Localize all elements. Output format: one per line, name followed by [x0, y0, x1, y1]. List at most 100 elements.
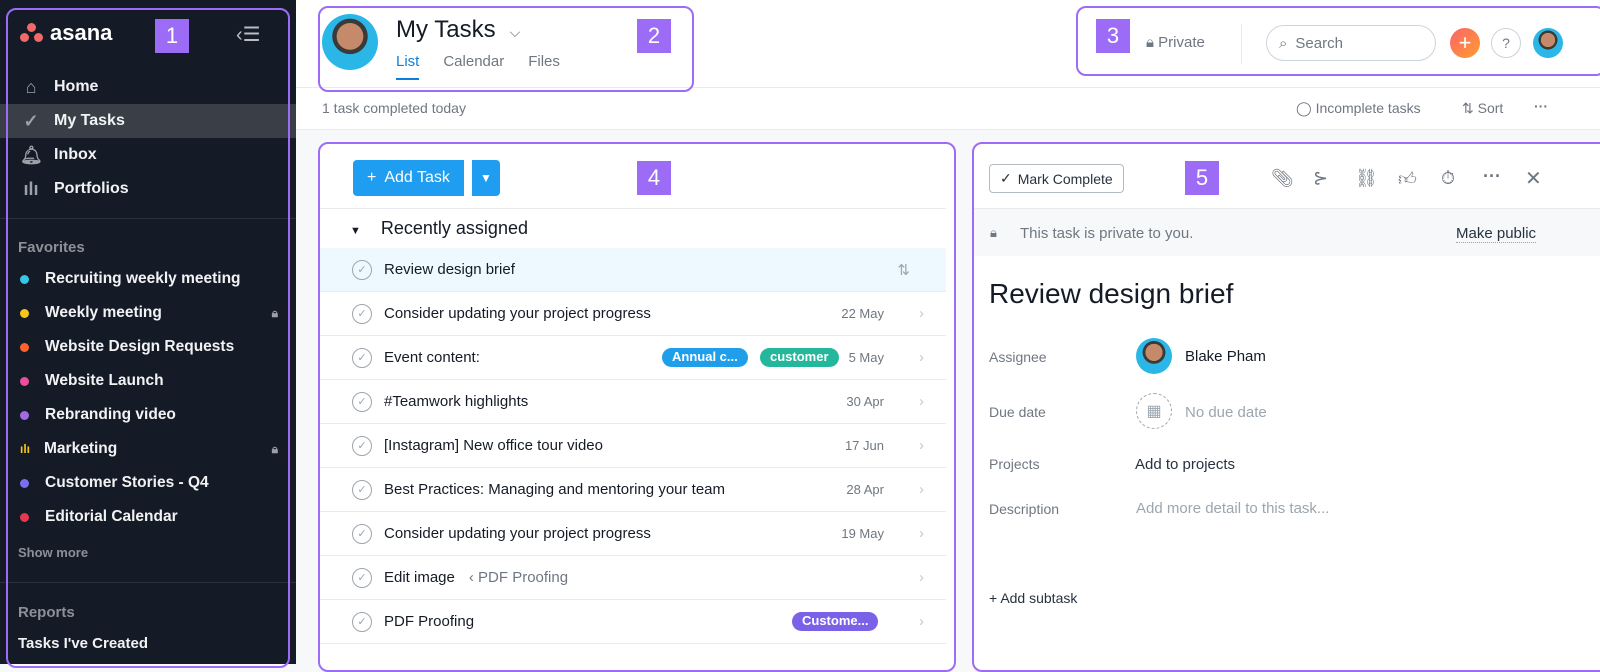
page-title[interactable]: My Tasks ⌵ — [396, 16, 520, 44]
complete-checkbox-icon[interactable]: ✓ — [352, 435, 372, 456]
favorite-project[interactable]: Rebranding video — [0, 398, 296, 432]
add-subtask-button[interactable]: + Add subtask — [989, 590, 1077, 606]
more-icon[interactable]: ··· — [1483, 166, 1501, 186]
task-row[interactable]: ✓ #Teamwork highlights 30 Apr › — [320, 380, 946, 424]
tag[interactable]: Custome... — [792, 612, 879, 631]
assignee-name[interactable]: Blake Pham — [1185, 348, 1266, 365]
task-row[interactable]: ✓ [Instagram] New office tour video 17 Jun… — [320, 424, 946, 468]
assignee-avatar[interactable] — [1136, 338, 1172, 374]
project-color-dot — [20, 410, 29, 420]
collapse-sidebar-icon[interactable]: ‹☰ — [236, 24, 261, 46]
due-date: 19 May — [841, 526, 884, 541]
project-color-dot — [20, 342, 29, 352]
chevron-right-icon[interactable]: › — [919, 437, 924, 454]
task-row[interactable]: ✓ PDF Proofing Custome... › — [320, 600, 946, 644]
caret-down-icon[interactable]: ▼ — [350, 225, 361, 237]
tag[interactable]: Annual c... — [662, 348, 748, 367]
complete-checkbox-icon[interactable]: ✓ — [352, 347, 372, 368]
complete-checkbox-icon[interactable]: ✓ — [352, 523, 372, 544]
private-button[interactable]: 🔒︎ Private — [1146, 34, 1205, 51]
subtask-icon[interactable]: ⊱ — [1313, 168, 1329, 188]
quick-add-plus-icon[interactable]: + — [1450, 28, 1480, 58]
close-icon[interactable]: ✕ — [1525, 168, 1542, 190]
favorite-project[interactable]: ılı Marketing 🔒︎ — [0, 432, 296, 466]
due-date-value[interactable]: No due date — [1185, 404, 1267, 421]
report-tasks-created[interactable]: Tasks I've Created — [18, 635, 149, 652]
favorite-label: Website Launch — [45, 372, 164, 389]
favorite-project[interactable]: Website Launch — [0, 364, 296, 398]
favorite-project[interactable]: Editorial Calendar — [0, 500, 296, 534]
tag[interactable]: customer — [760, 348, 839, 367]
favorite-project[interactable]: Customer Stories - Q4 — [0, 466, 296, 500]
sort-icon: ⇅ — [1462, 100, 1474, 116]
chevron-right-icon[interactable]: › — [919, 305, 924, 322]
sidebar-item-my-tasks[interactable]: ✓ My Tasks — [0, 104, 296, 138]
complete-checkbox-icon[interactable]: ✓ — [352, 479, 372, 500]
avatar[interactable] — [322, 14, 378, 70]
task-name: [Instagram] New office tour video — [384, 437, 603, 454]
private-notice-bar: 🔒︎ This task is private to you. Make pub… — [974, 208, 1600, 256]
check-circle-icon: ◯ — [1296, 100, 1312, 116]
sort-button[interactable]: ⇅ Sort — [1462, 100, 1503, 117]
sidebar-item-home[interactable]: ⌂ Home — [0, 70, 296, 104]
divider — [320, 208, 946, 209]
task-project[interactable]: ‹ PDF Proofing — [468, 569, 569, 586]
task-row[interactable]: ✓ Consider updating your project progress… — [320, 292, 946, 336]
add-to-projects[interactable]: Add to projects — [1135, 456, 1236, 473]
task-row[interactable]: ✓ Edit image ‹ PDF Proofing › — [320, 556, 946, 600]
chevron-right-icon[interactable]: › — [919, 525, 924, 542]
section-title: Recently assigned — [380, 218, 528, 238]
attachment-icon[interactable]: 📎︎ — [1271, 168, 1294, 188]
tab-calendar[interactable]: Calendar — [443, 53, 505, 70]
task-name: Consider updating your project progress — [384, 305, 651, 322]
add-task-button[interactable]: + Add Task — [353, 160, 464, 196]
more-options-icon[interactable]: ··· — [1534, 98, 1548, 114]
complete-checkbox-icon[interactable]: ✓ — [352, 391, 372, 412]
task-title[interactable]: Review design brief — [989, 278, 1234, 309]
favorite-project[interactable]: Website Design Requests — [0, 330, 296, 364]
favorite-project[interactable]: Recruiting weekly meeting — [0, 262, 296, 296]
sidebar-item-inbox[interactable]: 🔔︎ Inbox — [0, 138, 296, 172]
mark-complete-button[interactable]: ✓ Mark Complete — [989, 164, 1124, 193]
plus-icon: + — [989, 590, 998, 606]
user-avatar[interactable] — [1533, 28, 1563, 58]
project-color-dot — [20, 478, 29, 488]
chevron-right-icon[interactable]: › — [919, 481, 924, 498]
timer-icon[interactable]: ⏱︎ — [1441, 168, 1456, 188]
like-icon[interactable]: 👍︎ — [1398, 169, 1417, 189]
home-icon: ⌂ — [25, 76, 37, 97]
sidebar-item-portfolios[interactable]: ılı Portfolios — [0, 172, 296, 206]
chevron-right-icon[interactable]: › — [919, 349, 924, 366]
chevron-right-icon[interactable]: › — [919, 393, 924, 410]
search-input[interactable]: ⌕ Search — [1266, 25, 1436, 61]
description-input[interactable]: Add more detail to this task... — [1136, 500, 1330, 517]
task-row[interactable]: ✓ Best Practices: Managing and mentoring … — [320, 468, 946, 512]
make-public-link[interactable]: Make public — [1456, 225, 1537, 243]
lock-icon: 🔒︎ — [271, 305, 278, 320]
help-button[interactable]: ? — [1491, 28, 1521, 58]
link-icon[interactable]: ⛓︎ — [1355, 168, 1378, 188]
tab-files[interactable]: Files — [528, 53, 560, 70]
asana-logo[interactable]: asana — [20, 20, 112, 46]
chevron-down-icon[interactable]: ⌵ — [509, 24, 521, 40]
complete-checkbox-icon[interactable]: ✓ — [352, 303, 372, 324]
private-notice: This task is private to you. — [1020, 225, 1194, 242]
annotation-label-4: 4 — [637, 161, 671, 195]
move-icon[interactable]: ⇅ — [897, 261, 910, 279]
section-header[interactable]: ▼ Recently assigned — [350, 218, 528, 239]
favorite-project[interactable]: Weekly meeting 🔒︎ — [0, 296, 296, 330]
complete-checkbox-icon[interactable]: ✓ — [352, 611, 372, 632]
calendar-icon[interactable]: ▦ — [1136, 393, 1172, 429]
tab-list[interactable]: List — [396, 53, 420, 80]
complete-checkbox-icon[interactable]: ✓ — [352, 567, 372, 588]
show-more-link[interactable]: Show more — [18, 545, 89, 560]
add-task-dropdown-chevron-icon[interactable]: ▼ — [472, 160, 500, 196]
task-row[interactable]: ✓ Review design brief ⇅ — [320, 248, 946, 292]
incomplete-tasks-filter[interactable]: ◯ Incomplete tasks — [1296, 100, 1421, 117]
chevron-right-icon[interactable]: › — [919, 569, 924, 586]
annotation-label-3: 3 — [1096, 19, 1130, 53]
complete-checkbox-icon[interactable]: ✓ — [352, 259, 372, 280]
task-row[interactable]: ✓ Consider updating your project progress… — [320, 512, 946, 556]
task-row[interactable]: ✓ Event content: Annual c... customer 5 May › — [320, 336, 946, 380]
chevron-right-icon[interactable]: › — [919, 613, 924, 630]
